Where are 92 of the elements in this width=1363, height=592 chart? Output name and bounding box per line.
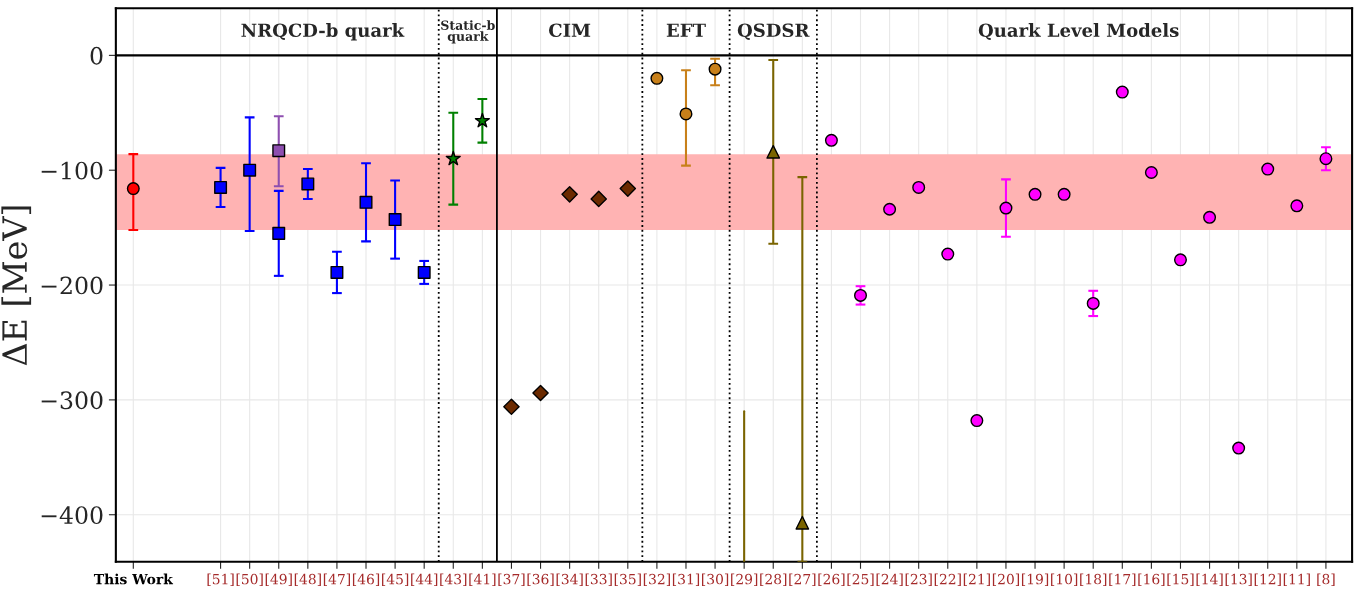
x-tick-label: [49] [265,573,292,586]
x-tick-label: [28] [760,573,787,586]
point [474,112,490,128]
point [795,515,810,530]
point [854,288,868,302]
x-tick-label: [37] [498,573,525,586]
x-tick-label: [27] [789,573,816,586]
x-tick-label: This Work [93,573,174,585]
point [708,62,722,76]
x-tick-label: [23] [905,573,932,586]
point [272,144,286,158]
point [1028,187,1042,201]
point [766,144,781,159]
x-tick-label: [48] [294,573,321,586]
point [999,201,1013,215]
y-tick-label: −300 [41,391,103,410]
x-tick-label: [44] [411,573,438,586]
point [1115,85,1129,99]
y-tick-label: −200 [41,276,103,295]
point [272,226,286,240]
point [1144,166,1158,180]
annotation: QSDSR [737,23,810,41]
annotation: NRQCD-b quark [241,23,405,41]
point [301,177,315,191]
point [1203,210,1217,224]
point [214,180,228,194]
x-tick-label: [13] [1225,573,1252,586]
x-tick-label: [34] [556,573,583,586]
point [912,180,926,194]
x-tick-label: [36] [527,573,554,586]
x-tick-label: [51] [207,573,234,586]
x-tick-label: [11] [1283,573,1310,586]
x-tick-label: [33] [585,573,612,586]
point [1290,199,1304,213]
x-tick-label: [50] [236,573,263,586]
x-tick-label: [47] [323,573,350,586]
point [126,182,140,196]
x-tick-label: [15] [1167,573,1194,586]
x-tick-label: [21] [963,573,990,586]
point [1057,187,1071,201]
point [359,195,373,209]
point [1086,296,1100,310]
point [1319,152,1333,166]
point [941,247,955,261]
x-tick-label: [24] [876,573,903,586]
x-tick-label: [8] [1317,573,1335,586]
x-tick-label: [16] [1138,573,1165,586]
point [619,180,637,197]
x-tick-label: [20] [992,573,1020,586]
point [590,190,608,208]
point [330,265,344,279]
x-tick-label: [12] [1254,573,1281,586]
y-axis-title: ΔE [MeV] [1,206,32,366]
x-tick-label: [19] [1021,573,1049,586]
x-tick-label: [41] [469,573,496,586]
x-tick-label: [14] [1196,573,1223,586]
point [532,384,549,402]
x-tick-label: [29] [731,573,758,586]
point [388,213,402,227]
x-tick-label: [18] [1080,573,1107,586]
y-tick-label: −100 [41,161,103,180]
point [1261,162,1275,176]
annotation: Static-b quark [441,20,495,44]
x-tick-label: [46] [352,573,380,586]
x-tick-label: [25] [847,573,874,586]
annotation: CIM [548,23,591,38]
point [679,107,693,121]
x-tick-label: [45] [382,573,409,586]
point [243,163,257,177]
point [1173,253,1187,267]
x-tick-label: [26] [818,573,845,586]
x-tick-label: [10] [1051,573,1078,586]
x-tick-label: [35] [614,573,641,586]
point [503,398,520,416]
y-tick-label: 0 [90,46,103,65]
point [1232,441,1246,455]
annotation: EFT [666,23,706,37]
x-tick-label: [31] [672,573,700,586]
x-tick-label: [22] [934,573,961,586]
point [561,186,578,203]
x-tick-label: [32] [643,573,670,586]
annotation: Quark Level Models [978,23,1179,41]
x-tick-label: [17] [1109,573,1136,586]
point [445,150,461,166]
y-tick-label: −400 [41,506,103,525]
x-tick-label: [30] [702,573,729,586]
point [883,202,897,216]
point [824,133,838,147]
point [970,414,984,428]
point [417,265,431,279]
x-tick-label: [43] [440,573,467,586]
point [650,71,664,85]
